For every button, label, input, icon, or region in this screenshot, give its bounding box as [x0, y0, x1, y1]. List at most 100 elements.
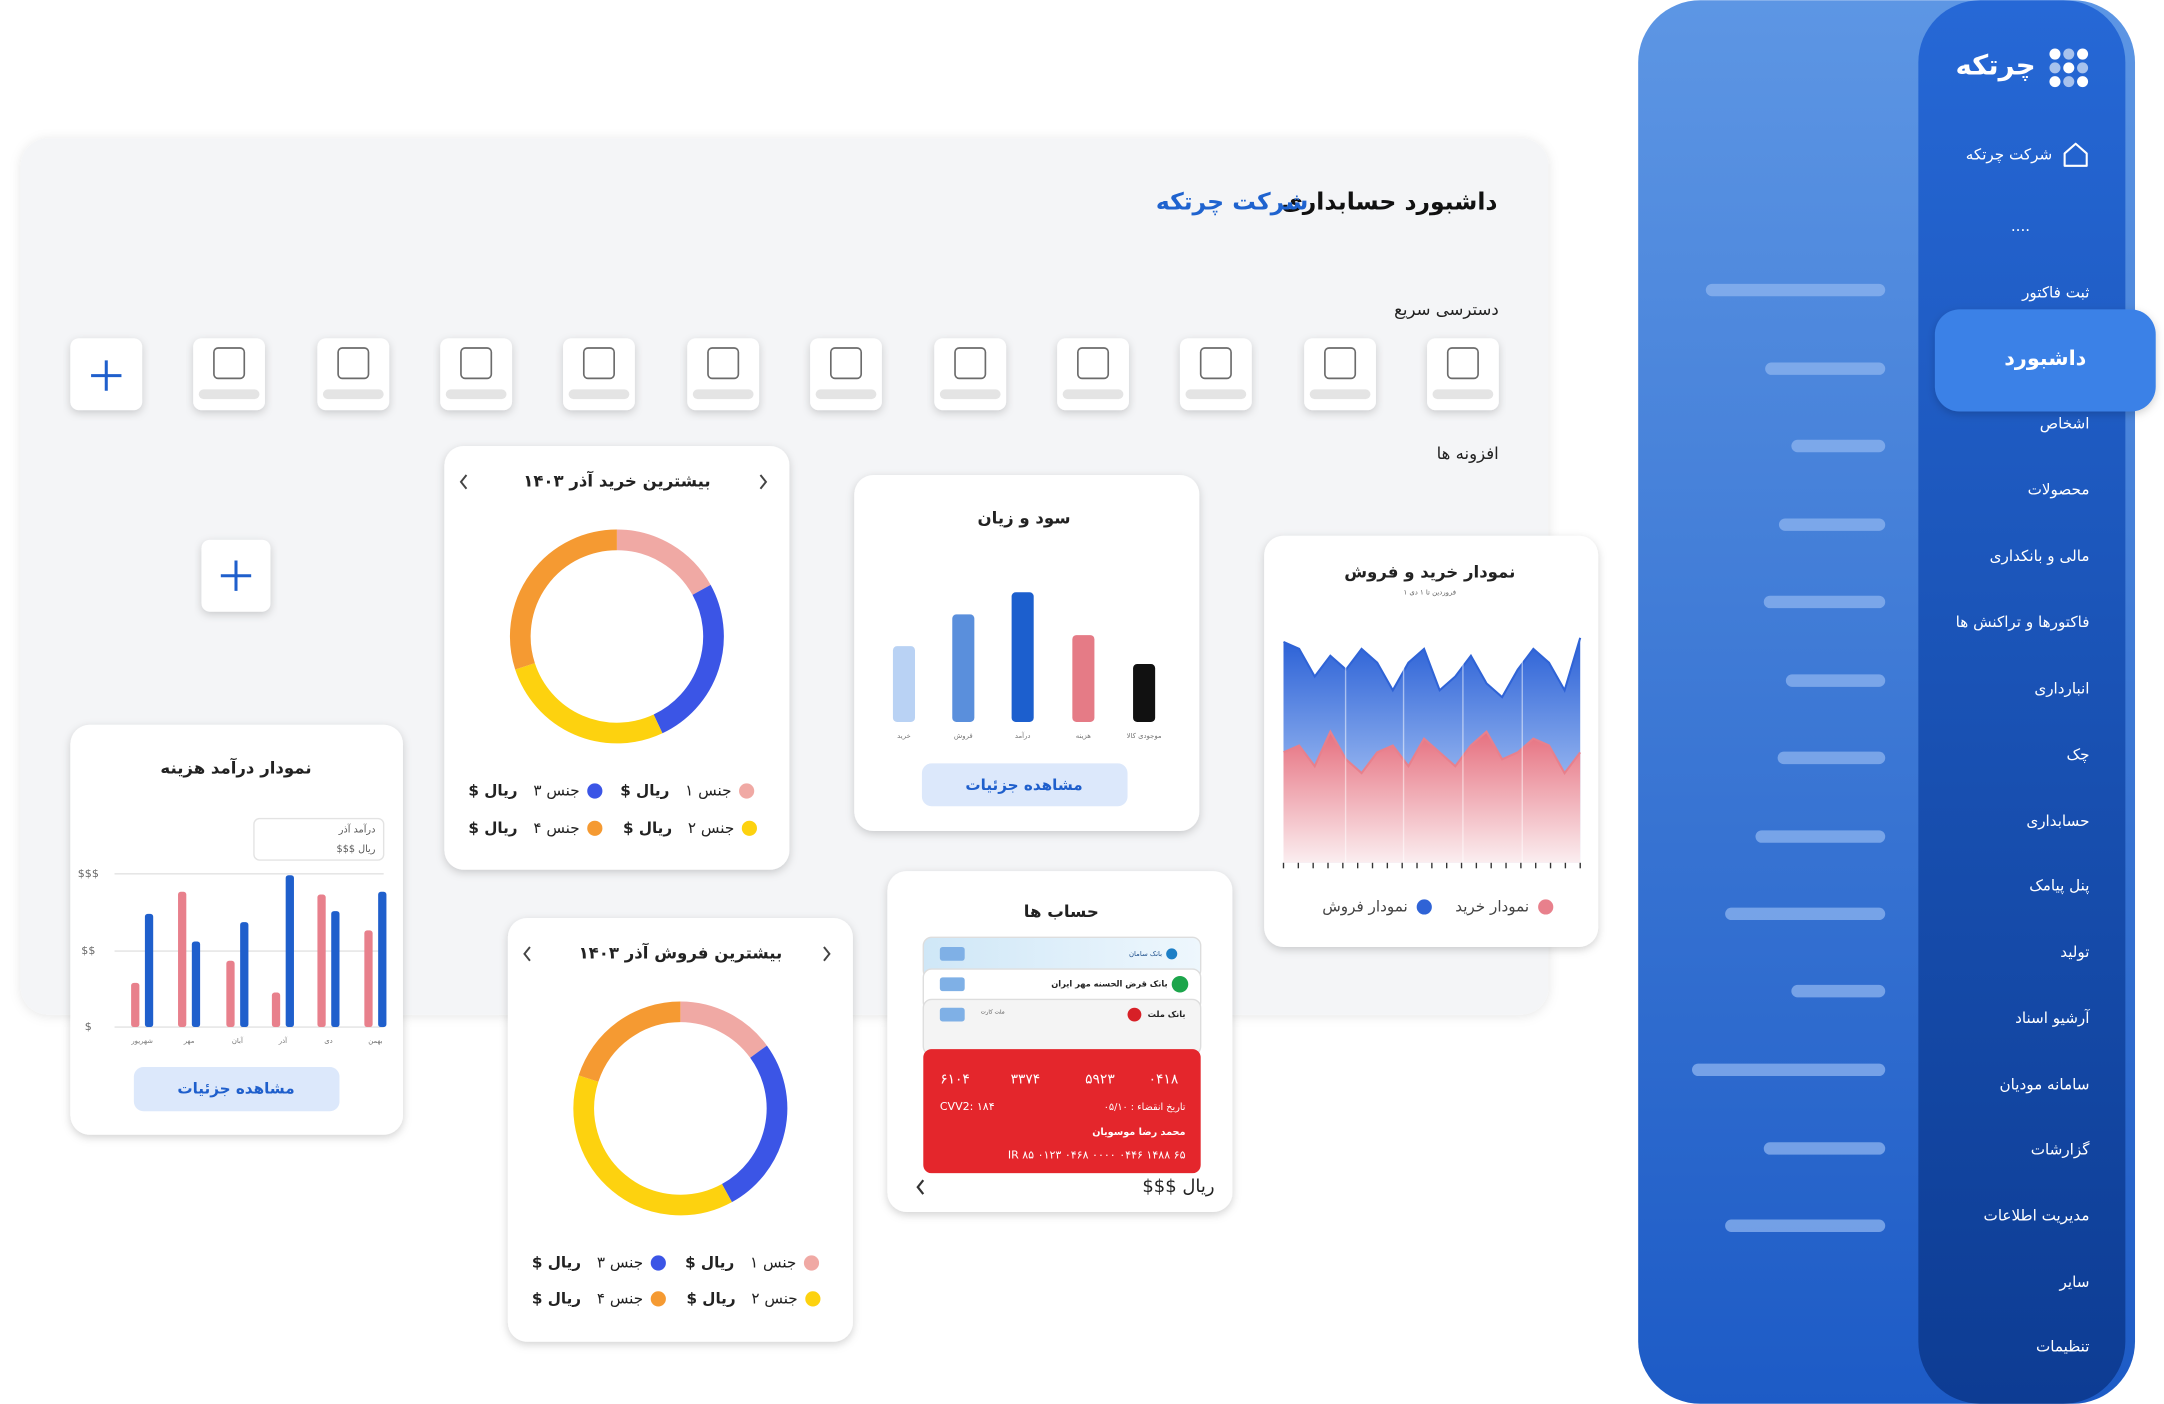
menu-item[interactable]: انبارداری — [2034, 679, 2089, 697]
legend-label: جنس ۳ — [533, 782, 579, 800]
quick-tile[interactable] — [563, 338, 635, 411]
bank-card — [922, 998, 1202, 1056]
tile-label-bar — [445, 389, 507, 400]
bar — [1133, 664, 1156, 723]
details-button[interactable] — [133, 1067, 340, 1112]
bar-label: فروش — [954, 732, 973, 740]
section-title: دسترسی سریع — [1394, 300, 1499, 320]
menu-item[interactable]: سامانه مودیان — [1999, 1075, 2089, 1093]
prev-arrow[interactable] — [523, 946, 531, 962]
legend-dot — [587, 783, 603, 799]
placeholder-bar — [1777, 751, 1886, 765]
card-chip — [939, 946, 965, 961]
quick-tile[interactable] — [1304, 338, 1376, 411]
menu-item[interactable]: تنظیمات — [2036, 1338, 2090, 1356]
quick-tile[interactable] — [1179, 338, 1252, 411]
button-label[interactable]: مشاهده جزئیات — [965, 776, 1082, 794]
tile-label-bar — [568, 389, 630, 400]
bank-name: بانک قرض الحسنه مهر ایران — [1051, 979, 1167, 990]
card-title: نمودار درآمد هزینه — [160, 756, 311, 778]
legend-dot — [650, 1291, 666, 1307]
quick-tile[interactable] — [810, 338, 882, 411]
tile-label-bar — [692, 389, 754, 400]
quick-tile[interactable] — [1427, 338, 1499, 411]
quick-tile[interactable] — [1057, 338, 1129, 411]
tile-icon — [1077, 347, 1110, 380]
brand: چرتکه — [1955, 48, 2035, 81]
placeholder-bar — [1692, 1063, 1886, 1077]
home-icon — [2063, 142, 2088, 167]
legend-dot — [803, 1255, 820, 1271]
bar — [226, 960, 235, 1028]
balance: $$$ ریال — [1142, 1176, 1214, 1197]
logo-dot — [2049, 76, 2061, 88]
active-menu-bg[interactable] — [1934, 309, 2156, 412]
card-number: ۶۱۰۴ — [940, 1071, 970, 1087]
tile-icon — [337, 347, 370, 380]
logo-dot — [2077, 76, 2089, 88]
placeholder-bar — [1791, 984, 1886, 998]
menu-item-active[interactable]: داشبورد — [2004, 346, 2086, 370]
placeholder-bar — [1765, 362, 1886, 375]
button-label[interactable]: مشاهده جزئیات — [177, 1080, 294, 1098]
placeholder-bar — [1725, 907, 1886, 921]
legend-amount: $ ریال — [532, 1254, 581, 1272]
legend-label: نمودار فروش — [1322, 897, 1407, 915]
card-title: بیشترین فروش آذر ۱۴۰۳ — [579, 941, 783, 963]
menu-item[interactable]: مدیریت اطلاعات — [1984, 1207, 2090, 1225]
x-label: بهمن — [368, 1037, 382, 1045]
quick-tile[interactable] — [193, 338, 265, 411]
menu-item[interactable]: اشخاص — [2040, 414, 2090, 432]
bar — [240, 922, 249, 1028]
bar-label: موجودی کالا — [1127, 732, 1162, 740]
prev-arrow[interactable] — [459, 474, 468, 490]
donut-card — [507, 917, 853, 1342]
logo-dot — [2077, 62, 2089, 74]
menu-item[interactable]: ثبت فاکتور — [2021, 283, 2089, 301]
next-arrow[interactable] — [823, 946, 831, 962]
quick-tile[interactable] — [687, 338, 760, 411]
next-arrow[interactable] — [759, 474, 768, 490]
tile-icon — [213, 347, 246, 380]
menu-item[interactable]: گزارشات — [2031, 1140, 2091, 1158]
bank-card-front — [923, 1049, 1201, 1174]
donut-segment — [653, 584, 724, 734]
menu-item[interactable]: محصولات — [2028, 481, 2090, 499]
section-title: افزونه ها — [1437, 444, 1499, 463]
menu-item[interactable]: سایر — [2059, 1273, 2090, 1291]
company-name[interactable]: شرکت چرتکه — [1966, 145, 2053, 163]
quick-tile[interactable] — [440, 338, 513, 411]
donut-card — [444, 445, 790, 870]
bar — [1072, 635, 1095, 723]
menu-item[interactable]: چک — [2067, 746, 2090, 764]
menu-item[interactable]: مالی و بانکداری — [1990, 547, 2090, 565]
quick-tile[interactable] — [317, 338, 390, 411]
bar-label: خرید — [897, 732, 911, 740]
details-button[interactable] — [921, 763, 1128, 807]
legend-label: جنس ۲ — [688, 819, 734, 837]
quick-tile[interactable] — [934, 338, 1007, 411]
menu-item[interactable]: پنل پیامک — [2029, 877, 2089, 896]
menu-item[interactable]: حسابداری — [2026, 812, 2089, 830]
bar — [892, 646, 916, 723]
legend-amount: $ ریال — [468, 819, 517, 837]
donut-segment — [573, 1075, 732, 1216]
logo-dot — [2077, 48, 2089, 60]
x-label: دی — [324, 1037, 332, 1045]
menu-item[interactable]: تولید — [2060, 943, 2089, 961]
logo-dot — [2063, 76, 2075, 88]
legend-label: نمودار خرید — [1455, 897, 1529, 915]
area-line — [1283, 729, 1582, 775]
card-title: بیشترین خرید آذر ۱۴۰۳ — [523, 469, 710, 491]
donut-segment — [515, 662, 663, 744]
tooltip — [253, 817, 385, 861]
prev-arrow[interactable] — [916, 1179, 925, 1195]
card-title: نمودار خرید و فروش — [1344, 562, 1515, 582]
bar — [331, 911, 340, 1028]
legend-dot — [739, 783, 755, 799]
tile-label-bar — [1185, 389, 1247, 400]
menu-item[interactable]: فاکتورها و تراکنش ها — [1956, 613, 2090, 631]
menu-item[interactable]: آرشیو اسناد — [2015, 1009, 2090, 1027]
x-label: آبان — [232, 1036, 244, 1045]
tile-icon — [1446, 347, 1479, 380]
